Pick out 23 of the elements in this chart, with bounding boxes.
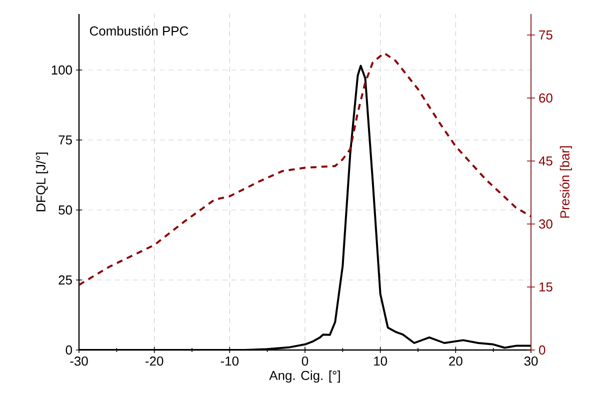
text: Combustión PPC [90, 26, 188, 36]
y2-axis-title: Presión [bar] [560, 146, 572, 218]
y2-tick-label: 75 [539, 30, 552, 40]
y2-tick-label: 15 [539, 282, 552, 292]
y-tick-label: 75 [58, 135, 72, 145]
y-axis-title: DFQL [J/°] [36, 152, 48, 212]
x-tick-label: 10 [374, 356, 388, 366]
y2-tick-label: 30 [539, 219, 552, 229]
y-tick-label: 100 [52, 65, 72, 75]
y-tick-label: 50 [58, 205, 72, 215]
y2-tick-label: 0 [539, 345, 546, 355]
x-tick-label: 20 [449, 356, 462, 366]
y-tick-label: 0 [66, 345, 72, 355]
y2-tick-label: 60 [539, 93, 552, 103]
x-axis-title: Ang. Cig. [°] [269, 370, 340, 383]
y2-tick-label: 45 [538, 156, 552, 166]
x-tick-label: -30 [70, 356, 88, 366]
x-tick-label: 0 [302, 356, 308, 366]
x-tick-label: -20 [146, 356, 164, 366]
y-tick-label: 25 [58, 275, 72, 285]
line-series [79, 52, 531, 286]
x-tick-label: -10 [220, 356, 239, 366]
x-tick-label: 30 [524, 356, 538, 366]
